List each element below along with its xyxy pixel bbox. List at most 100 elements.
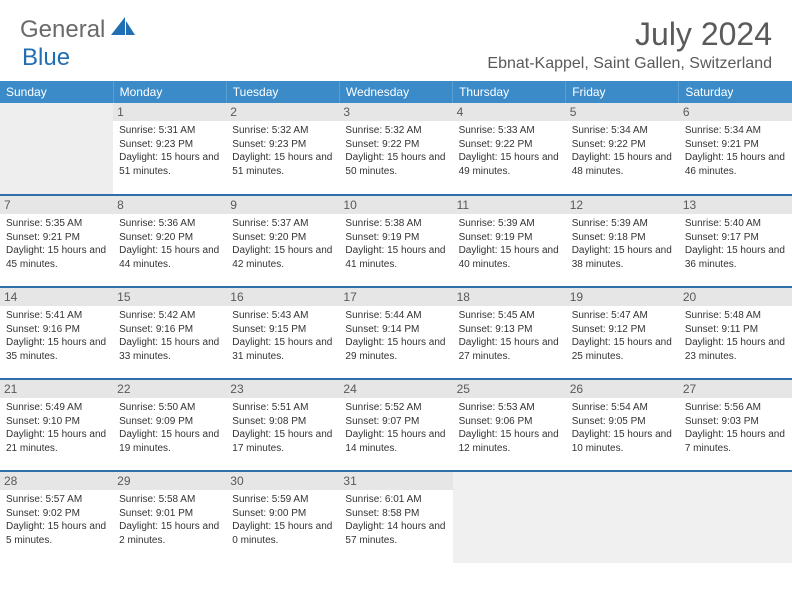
daylight: Daylight: 15 hours and 50 minutes. [345, 151, 446, 178]
day-info: Sunrise: 5:51 AMSunset: 9:08 PMDaylight:… [232, 401, 333, 455]
calendar-week-row: 21Sunrise: 5:49 AMSunset: 9:10 PMDayligh… [0, 379, 792, 471]
day-number: 31 [339, 472, 452, 490]
calendar-day-cell: 23Sunrise: 5:51 AMSunset: 9:08 PMDayligh… [226, 379, 339, 471]
day-info: Sunrise: 5:53 AMSunset: 9:06 PMDaylight:… [459, 401, 560, 455]
sunset: Sunset: 9:20 PM [119, 231, 220, 245]
month-title: July 2024 [487, 16, 772, 53]
day-info: Sunrise: 5:33 AMSunset: 9:22 PMDaylight:… [459, 124, 560, 178]
day-number: 26 [566, 380, 679, 398]
sunset: Sunset: 9:18 PM [572, 231, 673, 245]
day-number: 18 [453, 288, 566, 306]
day-header: Tuesday [226, 81, 339, 103]
sunset: Sunset: 9:20 PM [232, 231, 333, 245]
calendar-day-cell: 10Sunrise: 5:38 AMSunset: 9:19 PMDayligh… [339, 195, 452, 287]
daylight: Daylight: 15 hours and 42 minutes. [232, 244, 333, 271]
sunrise: Sunrise: 5:33 AM [459, 124, 560, 138]
calendar-day-cell: 11Sunrise: 5:39 AMSunset: 9:19 PMDayligh… [453, 195, 566, 287]
day-info: Sunrise: 5:57 AMSunset: 9:02 PMDaylight:… [6, 493, 107, 547]
calendar-day-cell: 12 Sunrise: 5:39 AMSunset: 9:18 PMDayligh… [566, 195, 679, 287]
day-info: Sunrise: 6:01 AMSunset: 8:58 PMDaylight:… [345, 493, 446, 547]
day-number: 10 [339, 196, 452, 214]
sunset: Sunset: 9:02 PM [6, 507, 107, 521]
daylight: Daylight: 15 hours and 14 minutes. [345, 428, 446, 455]
day-number: 22 [113, 380, 226, 398]
day-info: Sunrise: 5:47 AMSunset: 9:12 PMDaylight:… [572, 309, 673, 363]
sunset: Sunset: 9:13 PM [459, 323, 560, 337]
calendar-week-row: 7Sunrise: 5:35 AMSunset: 9:21 PMDaylight… [0, 195, 792, 287]
sunrise: Sunrise: 5:36 AM [119, 217, 220, 231]
day-info: Sunrise: 5:35 AMSunset: 9:21 PMDaylight:… [6, 217, 107, 271]
sunrise: Sunrise: 5:47 AM [572, 309, 673, 323]
sunset: Sunset: 9:05 PM [572, 415, 673, 429]
calendar-day-cell: 15Sunrise: 5:42 AMSunset: 9:16 PMDayligh… [113, 287, 226, 379]
sunset: Sunset: 9:14 PM [345, 323, 446, 337]
calendar-day-cell: 6Sunrise: 5:34 AMSunset: 9:21 PMDaylight… [679, 103, 792, 195]
day-header: Thursday [453, 81, 566, 103]
day-number: 12 [566, 196, 679, 214]
calendar-body: 1Sunrise: 5:31 AMSunset: 9:23 PMDaylight… [0, 103, 792, 563]
day-number: 28 [0, 472, 113, 490]
daylight: Daylight: 15 hours and 2 minutes. [119, 520, 220, 547]
calendar-day-cell: 7Sunrise: 5:35 AMSunset: 9:21 PMDaylight… [0, 195, 113, 287]
calendar-table: SundayMondayTuesdayWednesdayThursdayFrid… [0, 81, 792, 563]
sunset: Sunset: 9:21 PM [685, 138, 786, 152]
daylight: Daylight: 15 hours and 7 minutes. [685, 428, 786, 455]
calendar-day-cell: 22Sunrise: 5:50 AMSunset: 9:09 PMDayligh… [113, 379, 226, 471]
day-info: Sunrise: 5:40 AMSunset: 9:17 PMDaylight:… [685, 217, 786, 271]
sunrise: Sunrise: 5:57 AM [6, 493, 107, 507]
sunset: Sunset: 9:07 PM [345, 415, 446, 429]
day-number: 17 [339, 288, 452, 306]
sunrise: Sunrise: 5:51 AM [232, 401, 333, 415]
header: General July 2024 Ebnat-Kappel, Saint Ga… [0, 0, 792, 81]
day-header: Wednesday [339, 81, 452, 103]
calendar-day-cell: 28 Sunrise: 5:57 AMSunset: 9:02 PMDayligh… [0, 471, 113, 563]
sunset: Sunset: 8:58 PM [345, 507, 446, 521]
sunrise: Sunrise: 5:54 AM [572, 401, 673, 415]
calendar-day-cell: 19Sunrise: 5:47 AMSunset: 9:12 PMDayligh… [566, 287, 679, 379]
calendar-day-cell [566, 471, 679, 563]
sunrise: Sunrise: 5:48 AM [685, 309, 786, 323]
day-number: 2 [226, 103, 339, 121]
daylight: Daylight: 15 hours and 5 minutes. [6, 520, 107, 547]
sunset: Sunset: 9:12 PM [572, 323, 673, 337]
calendar-day-cell: 1Sunrise: 5:31 AMSunset: 9:23 PMDaylight… [113, 103, 226, 195]
day-info: Sunrise: 5:44 AMSunset: 9:14 PMDaylight:… [345, 309, 446, 363]
daylight: Daylight: 15 hours and 31 minutes. [232, 336, 333, 363]
calendar-day-cell: 14Sunrise: 5:41 AMSunset: 9:16 PMDayligh… [0, 287, 113, 379]
day-number: 20 [679, 288, 792, 306]
day-number: 5 [566, 103, 679, 121]
daylight: Daylight: 15 hours and 38 minutes. [572, 244, 673, 271]
daylight: Daylight: 15 hours and 35 minutes. [6, 336, 107, 363]
day-info: Sunrise: 5:39 AMSunset: 9:18 PMDaylight:… [572, 217, 673, 271]
sunrise: Sunrise: 5:42 AM [119, 309, 220, 323]
day-number: 11 [453, 196, 566, 214]
sunrise: Sunrise: 5:43 AM [232, 309, 333, 323]
calendar-day-cell: 30Sunrise: 5:59 AMSunset: 9:00 PMDayligh… [226, 471, 339, 563]
sunset: Sunset: 9:08 PM [232, 415, 333, 429]
daylight: Daylight: 15 hours and 29 minutes. [345, 336, 446, 363]
day-header: Saturday [679, 81, 792, 103]
sunset: Sunset: 9:23 PM [119, 138, 220, 152]
sunrise: Sunrise: 5:34 AM [685, 124, 786, 138]
day-number: 9 [226, 196, 339, 214]
calendar-day-cell: 24Sunrise: 5:52 AMSunset: 9:07 PMDayligh… [339, 379, 452, 471]
day-info: Sunrise: 5:32 AMSunset: 9:22 PMDaylight:… [345, 124, 446, 178]
calendar-day-cell: 18Sunrise: 5:45 AMSunset: 9:13 PMDayligh… [453, 287, 566, 379]
logo-text-blue: Blue [22, 44, 70, 72]
sunrise: Sunrise: 5:32 AM [345, 124, 446, 138]
sunset: Sunset: 9:23 PM [232, 138, 333, 152]
logo: General [20, 16, 139, 44]
daylight: Daylight: 15 hours and 51 minutes. [232, 151, 333, 178]
calendar-day-cell: 4Sunrise: 5:33 AMSunset: 9:22 PMDaylight… [453, 103, 566, 195]
day-number: 14 [0, 288, 113, 306]
day-info: Sunrise: 5:52 AMSunset: 9:07 PMDaylight:… [345, 401, 446, 455]
calendar-day-cell: 26Sunrise: 5:54 AMSunset: 9:05 PMDayligh… [566, 379, 679, 471]
sunrise: Sunrise: 5:39 AM [459, 217, 560, 231]
daylight: Daylight: 15 hours and 44 minutes. [119, 244, 220, 271]
sunrise: Sunrise: 5:38 AM [345, 217, 446, 231]
day-header: Monday [113, 81, 226, 103]
calendar-day-cell: 20Sunrise: 5:48 AMSunset: 9:11 PMDayligh… [679, 287, 792, 379]
sunrise: Sunrise: 5:58 AM [119, 493, 220, 507]
calendar-week-row: 28Sunrise: 5:57 AMSunset: 9:02 PMDayligh… [0, 471, 792, 563]
day-number: 3 [339, 103, 452, 121]
